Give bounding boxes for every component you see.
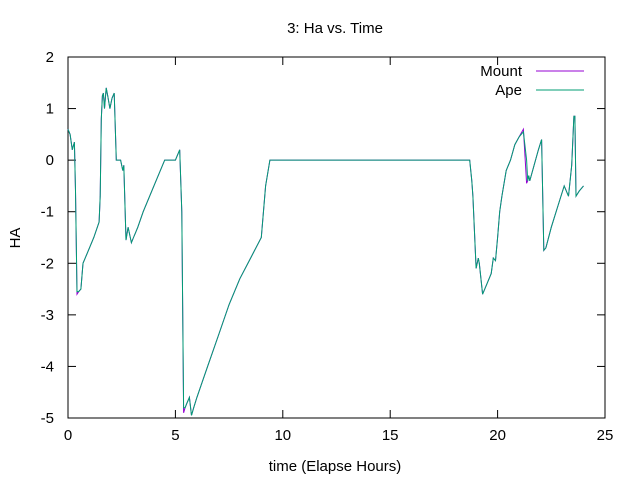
y-axis-title: HA	[7, 228, 24, 249]
x-tick-label: 25	[597, 427, 614, 444]
plot-frame	[67, 56, 606, 419]
y-tick-label: -4	[41, 358, 54, 375]
y-tick-label: -5	[41, 410, 54, 427]
legend-label-mount: Mount	[480, 63, 523, 80]
legend-label-ape: Ape	[495, 82, 522, 99]
x-tick-label: 10	[274, 427, 291, 444]
chart-title: 3: Ha vs. Time	[287, 20, 383, 37]
x-axis-title: time (Elapse Hours)	[269, 458, 402, 475]
y-tick-label: -3	[41, 307, 54, 324]
y-tick-label: 0	[46, 152, 54, 169]
x-tick-label: 15	[382, 427, 399, 444]
y-tick-label: 1	[46, 101, 54, 118]
x-tick-label: 0	[64, 427, 72, 444]
series-line-ape	[67, 87, 584, 416]
series-line-mount	[67, 87, 584, 416]
x-tick-label: 20	[489, 427, 506, 444]
y-tick-label: -1	[41, 204, 54, 221]
y-tick-label: 2	[46, 49, 54, 66]
x-tick-label: 5	[171, 427, 179, 444]
y-tick-label: -2	[41, 255, 54, 272]
